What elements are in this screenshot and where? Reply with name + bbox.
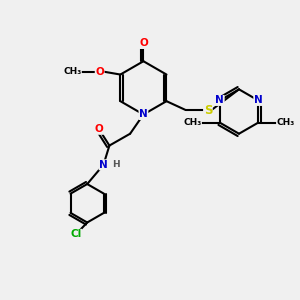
Text: CH₃: CH₃: [277, 118, 295, 127]
Text: CH₃: CH₃: [63, 67, 81, 76]
Text: N: N: [99, 160, 108, 170]
Text: CH₃: CH₃: [183, 118, 201, 127]
Text: O: O: [95, 124, 103, 134]
Text: O: O: [139, 38, 148, 49]
Text: N: N: [254, 95, 262, 105]
Text: S: S: [204, 103, 212, 117]
Text: N: N: [139, 110, 148, 119]
Text: H: H: [112, 160, 119, 169]
Text: O: O: [95, 67, 104, 76]
Text: Cl: Cl: [70, 229, 82, 239]
Text: N: N: [215, 95, 224, 105]
